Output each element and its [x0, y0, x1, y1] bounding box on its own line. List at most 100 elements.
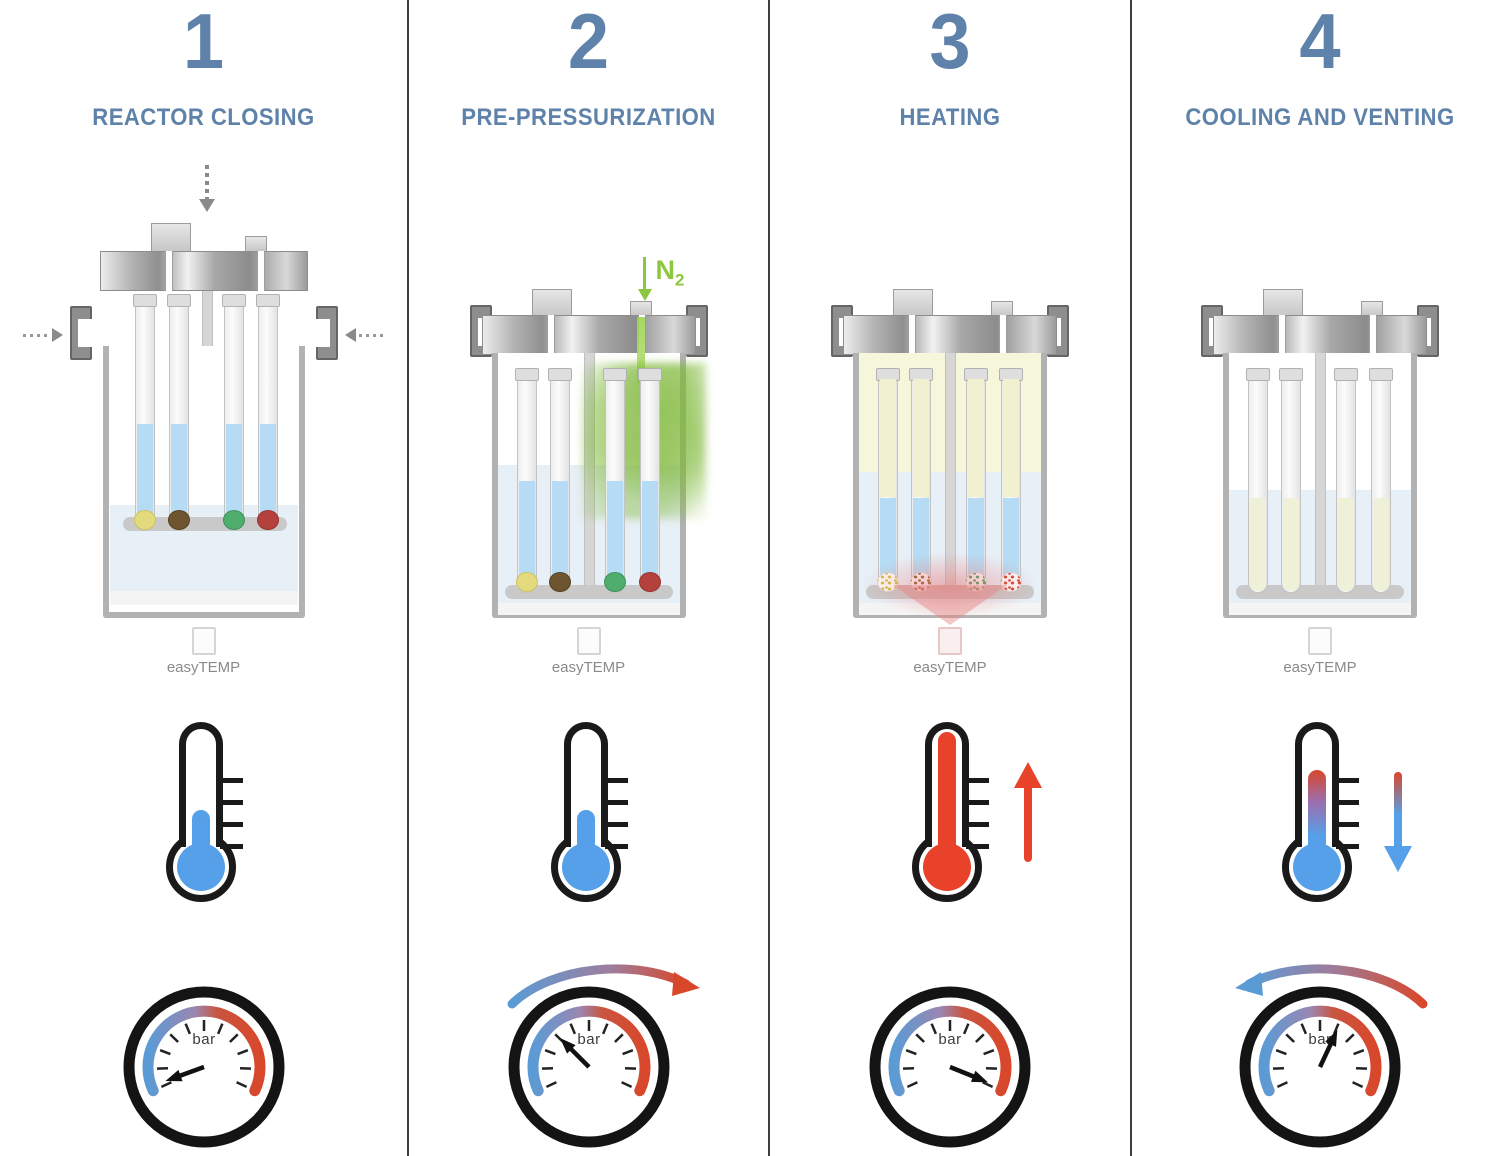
sample-tube — [637, 368, 662, 593]
tube-cap — [1369, 368, 1393, 381]
reactor-lid — [1213, 315, 1427, 355]
heat-glow — [865, 553, 1035, 617]
temperature-up-arrow-icon — [1014, 762, 1042, 862]
vessel-bottom — [497, 603, 680, 615]
sample-ball-yellow — [133, 510, 156, 530]
easytemp-sensor — [191, 627, 216, 655]
tube-liquid — [170, 423, 187, 529]
gauge-unit-label: bar — [192, 1031, 215, 1048]
step-title: COOLING AND VENTING — [1185, 104, 1455, 131]
sample-tube — [602, 368, 627, 593]
tube-liquid — [551, 480, 568, 591]
step-panel-4: 4 COOLING AND VENTING — [1130, 0, 1508, 1156]
gauge-needle — [559, 1038, 591, 1069]
reactor-open-illustration: easyTEMP — [22, 165, 385, 685]
easytemp-label: easyTEMP — [551, 659, 626, 676]
gauge-needle — [949, 1064, 989, 1083]
sample-tube — [1369, 368, 1393, 593]
tube-liquid — [641, 480, 658, 591]
tube-cap — [1334, 368, 1358, 381]
tube-holder — [504, 585, 673, 599]
clamp-arrow-right-icon — [344, 328, 385, 342]
step-panel-2: 2 PRE-PRESSURIZATION N2 — [407, 0, 768, 1156]
step-title: REACTOR CLOSING — [92, 104, 315, 131]
sample-tube — [166, 294, 191, 531]
tube-liquid — [225, 423, 242, 529]
tube-cap — [637, 368, 662, 381]
gauge-dial-icon: bar — [123, 986, 284, 1148]
step-number: 4 — [1299, 0, 1341, 85]
sample-tube — [1334, 368, 1358, 593]
lid-port-small — [244, 236, 267, 252]
reactor-closed-n2-illustration: N2 — [434, 165, 744, 685]
gauge-unit-label: bar — [577, 1031, 600, 1048]
stirrer-shaft — [945, 353, 956, 589]
pressure-gauge: bar — [119, 982, 289, 1152]
pressure-decrease-arrow-icon — [1235, 964, 1428, 1009]
gauge-needle — [164, 1064, 205, 1082]
easytemp-sensor — [1308, 627, 1332, 655]
tube-cap — [166, 294, 191, 307]
tube-cap — [602, 368, 627, 381]
sample-tube — [132, 294, 157, 531]
tube-liquid — [136, 423, 153, 529]
sample-tube — [547, 368, 572, 593]
lid-knob-large — [1263, 289, 1303, 317]
reactor-lid — [481, 315, 696, 355]
n2-inlet-arrow-icon — [637, 257, 652, 303]
clamp-right — [315, 306, 338, 360]
tube-cap — [221, 294, 246, 307]
gauge-dial-icon: bar — [508, 986, 669, 1148]
gauge-unit-label: bar — [1308, 1031, 1331, 1048]
tube-cap — [132, 294, 157, 307]
pressure-gauge: bar — [504, 964, 700, 1152]
clamp-arrow-left-icon — [22, 328, 63, 342]
thermometer-cold-icon — [146, 722, 316, 922]
tube-vapor — [880, 379, 896, 497]
sample-tube — [1279, 368, 1303, 593]
sample-tube — [1246, 368, 1270, 593]
lid-lowering-arrow-icon — [198, 165, 215, 215]
gauge-needle — [1317, 1029, 1338, 1068]
step-number: 1 — [182, 0, 225, 85]
sample-ball-red — [638, 572, 661, 592]
n2-label: N2 — [655, 255, 685, 290]
step-number: 2 — [567, 0, 610, 85]
step-number: 3 — [929, 0, 971, 85]
stirrer-shaft — [1315, 353, 1326, 589]
lid-knob-large — [531, 289, 572, 317]
sample-ball-brown — [548, 572, 571, 592]
easytemp-label: easyTEMP — [1283, 659, 1357, 676]
reactor-heating-illustration: easyTEMP — [795, 165, 1105, 685]
sample-ball-yellow — [515, 572, 538, 592]
gauge-dial-icon: bar — [869, 986, 1031, 1148]
step-panel-3: 3 HEATING — [768, 0, 1130, 1156]
step-title: PRE-PRESSURIZATION — [461, 104, 716, 131]
tube-liquid — [518, 480, 535, 591]
pressure-gauge: bar — [1235, 964, 1428, 1152]
sample-tube — [255, 294, 280, 531]
tube-vapor — [1003, 379, 1019, 497]
reactor-lid — [843, 315, 1057, 355]
tube-cap — [255, 294, 280, 307]
thermometer-cold-icon — [531, 722, 701, 922]
gauge-dial-icon: bar — [1239, 986, 1401, 1148]
tube-cap — [1246, 368, 1270, 381]
reactor-cooled-illustration: easyTEMP — [1165, 165, 1475, 685]
n2-gas-stream — [636, 317, 645, 383]
pressure-increase-arrow-icon — [507, 964, 700, 1009]
reactor-lid — [99, 251, 308, 291]
thermometer-hot-icon — [892, 722, 1062, 922]
vessel-bottom — [109, 591, 298, 605]
tube-liquid — [259, 423, 276, 529]
tube-vapor — [968, 379, 984, 497]
lid-knob-large — [893, 289, 933, 317]
tube-cap — [1279, 368, 1303, 381]
gauge-unit-label: bar — [938, 1031, 961, 1048]
clamp-left — [69, 306, 92, 360]
sample-tube — [514, 368, 539, 593]
tube-product-liquid — [1283, 497, 1299, 591]
thermometer-cooling-icon — [1262, 722, 1432, 922]
easytemp-label: easyTEMP — [166, 659, 241, 676]
